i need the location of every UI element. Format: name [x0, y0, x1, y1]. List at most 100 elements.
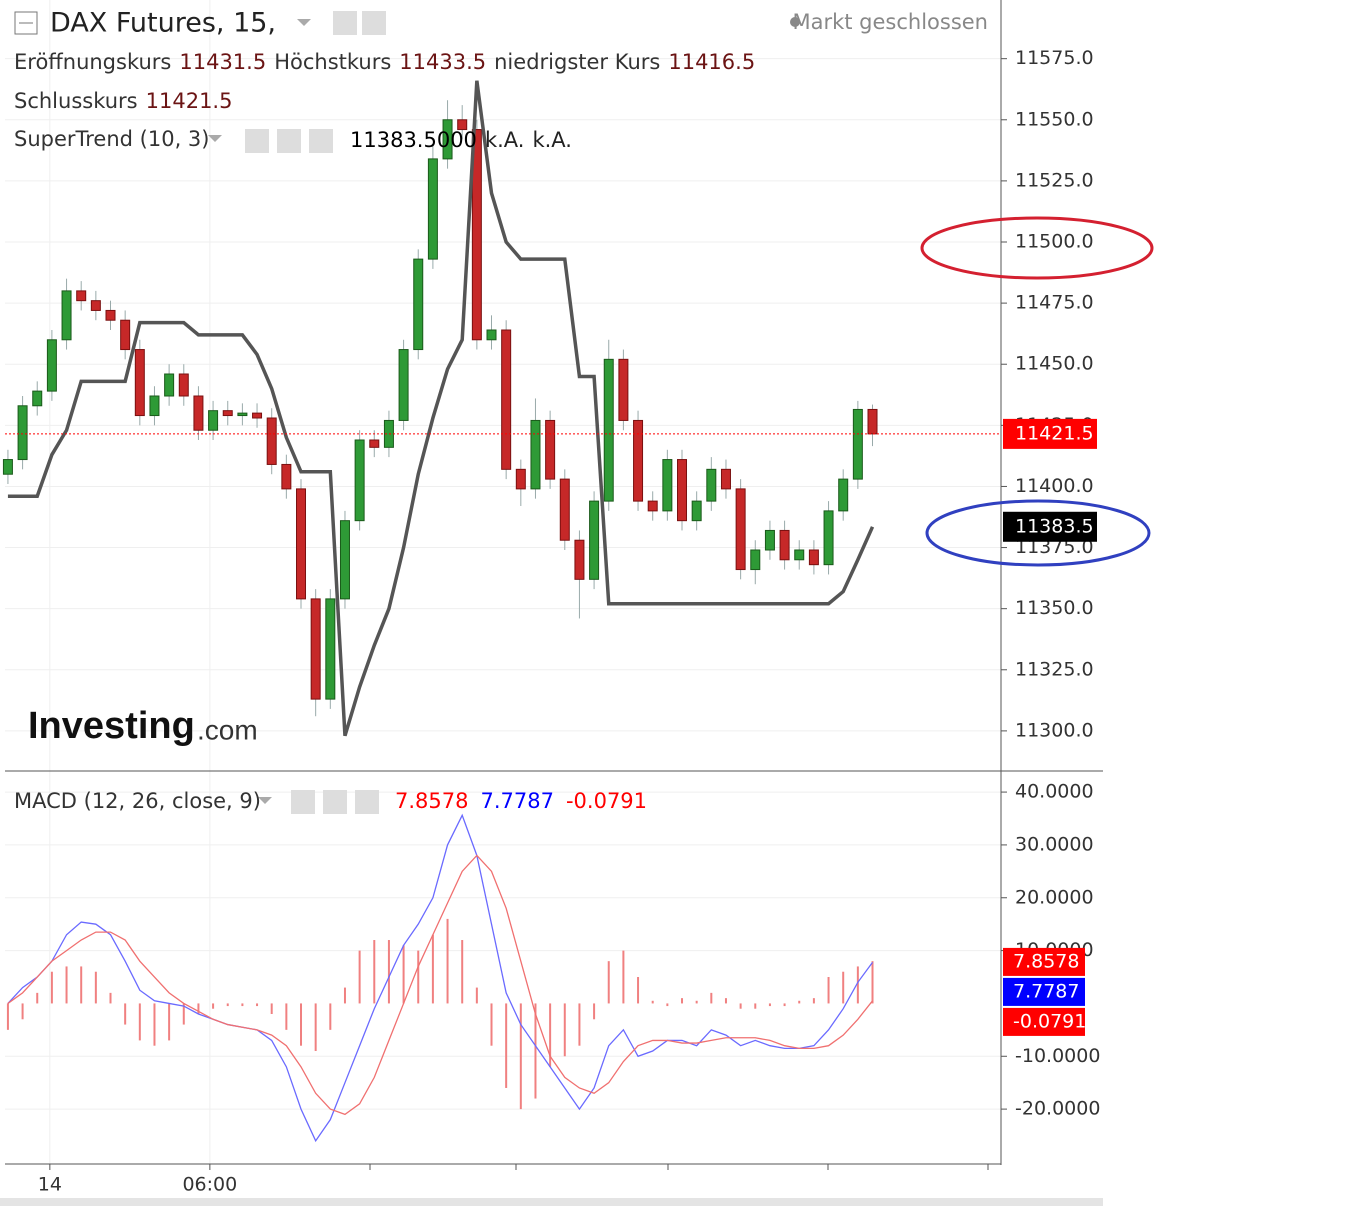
candle-body — [633, 419, 644, 502]
histogram-bar — [812, 998, 815, 1004]
histogram-bar — [431, 934, 434, 1004]
histogram-bar — [80, 966, 83, 1004]
histogram-bar — [519, 1003, 522, 1110]
histogram-bar — [549, 1003, 552, 1067]
settings-icon[interactable] — [323, 790, 347, 814]
legend-value: k.A. — [485, 128, 525, 152]
eye-icon[interactable] — [245, 129, 269, 153]
histogram-bar — [300, 1003, 303, 1046]
legend-value: 11433.5 — [399, 50, 486, 74]
histogram-bar — [827, 977, 830, 1004]
time-ticks — [369, 1164, 989, 1170]
collapse-button[interactable] — [14, 11, 38, 35]
histogram-bar — [343, 987, 346, 1004]
dropdown[interactable] — [208, 135, 222, 142]
candle-body — [2, 459, 13, 475]
candle-body — [559, 478, 570, 541]
histogram-bar — [534, 1003, 537, 1099]
dropdown[interactable] — [258, 797, 272, 804]
price-flag — [1003, 418, 1097, 449]
value-flag — [1003, 977, 1085, 1006]
scrollbar — [0, 1198, 1103, 1206]
legend-value: 11431.5 — [179, 50, 266, 74]
y-tick-label: 11550.0 — [1015, 108, 1094, 130]
candle-body — [222, 410, 233, 417]
legend-value: 7.7787 — [480, 789, 553, 813]
macd-line — [7, 813, 874, 1143]
histogram-bar — [373, 940, 376, 1004]
y-tick-label: 30.0000 — [1015, 833, 1094, 855]
candle-body — [735, 488, 746, 571]
candle-body — [838, 478, 849, 512]
candle-body — [413, 258, 424, 351]
candle-body — [677, 459, 688, 522]
candle-body — [76, 290, 87, 302]
dropdown[interactable] — [297, 19, 311, 26]
eye-icon[interactable] — [333, 11, 357, 35]
histogram-bar — [6, 1003, 9, 1030]
candle-body — [457, 119, 468, 131]
histogram-bar — [124, 1003, 127, 1025]
settings-icon[interactable] — [362, 11, 386, 35]
legend-label: Schlusskurs — [14, 89, 138, 113]
settings-icon[interactable] — [277, 129, 301, 153]
histogram-bar — [21, 1003, 24, 1020]
value-flag-label: 7.8578 — [1013, 950, 1079, 972]
candle-body — [398, 349, 409, 421]
y-tick-label: 11325.0 — [1015, 658, 1094, 680]
histogram-bar — [856, 966, 859, 1004]
candle-body — [32, 390, 43, 407]
y-tick-label: 11350.0 — [1015, 597, 1094, 619]
histogram-bar — [197, 1003, 200, 1014]
candle-body — [193, 395, 204, 431]
candle-body — [662, 459, 673, 512]
histogram-bar — [461, 940, 464, 1004]
histogram-bar — [666, 1003, 669, 1007]
candle-body — [706, 468, 717, 502]
histogram-bar — [417, 950, 420, 1004]
candle-body — [618, 358, 629, 421]
watermark: Investing — [28, 705, 195, 747]
candle-body — [310, 598, 321, 700]
candle-body — [720, 468, 731, 490]
remove-icon[interactable] — [309, 129, 333, 153]
candle-body — [501, 329, 512, 470]
histogram-bar — [798, 1000, 801, 1004]
histogram-bar — [402, 945, 405, 1004]
legend-label: Eröffnungskurs — [14, 50, 171, 74]
histogram-bar — [637, 977, 640, 1004]
candle-body — [867, 408, 878, 435]
remove-icon[interactable] — [355, 790, 379, 814]
histogram-bar — [490, 1003, 493, 1046]
legend-label: Höchstkurs — [274, 50, 391, 74]
histogram-bar — [783, 1003, 786, 1007]
candle-body — [779, 529, 790, 561]
histogram-bar — [138, 1003, 141, 1041]
histogram-bar — [768, 1003, 771, 1007]
candle-body — [90, 300, 101, 311]
indicator-name: MACD (12, 26, close, 9) — [14, 789, 261, 813]
histogram-bar — [607, 961, 610, 1004]
histogram-bar — [65, 966, 68, 1004]
candle-body — [764, 529, 775, 551]
candle-body — [61, 290, 72, 341]
candle-body — [281, 463, 292, 490]
y-tick-label: 11400.0 — [1015, 475, 1094, 497]
y-tick-label: 11475.0 — [1015, 292, 1094, 314]
candle-body — [486, 329, 497, 341]
histogram-bar — [270, 1003, 273, 1014]
x-tick-label: 14 — [38, 1174, 62, 1196]
candle-body — [574, 539, 585, 580]
histogram-bar — [256, 1003, 259, 1007]
candle-body — [545, 419, 556, 480]
eye-icon[interactable] — [291, 790, 315, 814]
header-icons — [14, 11, 800, 814]
legend-value: 11421.5 — [146, 89, 233, 113]
y-tick-label: 20.0000 — [1015, 886, 1094, 908]
histogram-bar — [168, 1003, 171, 1041]
histogram-bar — [109, 992, 112, 1004]
y-tick-label: -20.0000 — [1015, 1098, 1100, 1120]
histogram-bar — [94, 971, 97, 1004]
candle-body — [794, 549, 805, 561]
